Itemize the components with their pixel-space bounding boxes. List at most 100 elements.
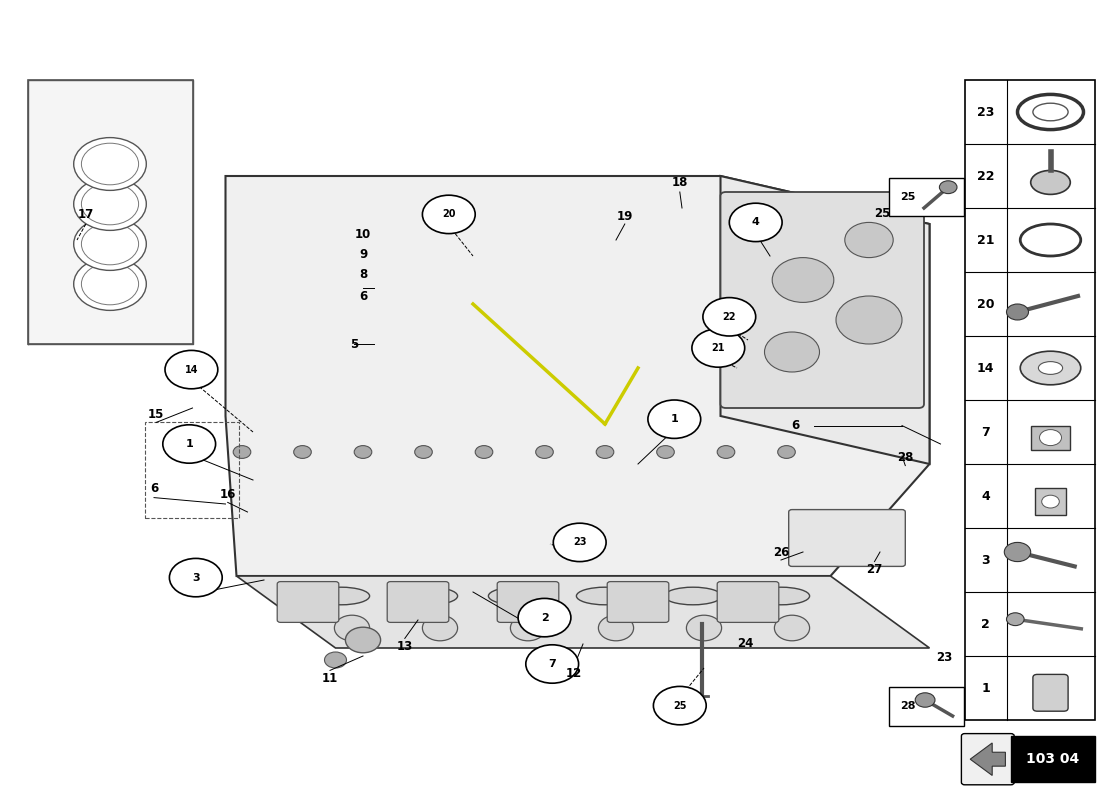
- FancyBboxPatch shape: [1035, 488, 1066, 515]
- Text: 6: 6: [150, 482, 158, 494]
- Circle shape: [536, 446, 553, 458]
- Circle shape: [510, 615, 546, 641]
- Ellipse shape: [400, 587, 458, 605]
- Text: 5: 5: [350, 338, 359, 350]
- Circle shape: [422, 615, 458, 641]
- Circle shape: [598, 615, 634, 641]
- Circle shape: [345, 627, 381, 653]
- Ellipse shape: [312, 587, 370, 605]
- Text: 3: 3: [192, 573, 199, 582]
- Text: 7: 7: [981, 426, 990, 438]
- Circle shape: [772, 258, 834, 302]
- Circle shape: [415, 446, 432, 458]
- FancyBboxPatch shape: [497, 582, 559, 622]
- Circle shape: [692, 329, 745, 367]
- FancyBboxPatch shape: [720, 192, 924, 408]
- Circle shape: [1004, 542, 1031, 562]
- Text: 16: 16: [220, 488, 235, 501]
- Circle shape: [915, 693, 935, 707]
- Ellipse shape: [1021, 351, 1080, 385]
- Text: 6: 6: [791, 419, 800, 432]
- Text: 12: 12: [566, 667, 582, 680]
- Circle shape: [74, 218, 146, 270]
- FancyBboxPatch shape: [387, 582, 449, 622]
- Circle shape: [74, 138, 146, 190]
- FancyBboxPatch shape: [607, 582, 669, 622]
- Text: 22: 22: [723, 312, 736, 322]
- Circle shape: [774, 615, 810, 641]
- Text: 10: 10: [355, 228, 371, 241]
- Text: 25: 25: [673, 701, 686, 710]
- FancyBboxPatch shape: [1031, 426, 1070, 450]
- Circle shape: [475, 446, 493, 458]
- Text: 21: 21: [712, 343, 725, 353]
- Circle shape: [703, 298, 756, 336]
- Text: 26: 26: [773, 546, 789, 558]
- Polygon shape: [970, 743, 1005, 775]
- Text: 15: 15: [148, 408, 164, 421]
- Text: 13: 13: [397, 640, 412, 653]
- FancyBboxPatch shape: [1033, 674, 1068, 711]
- Ellipse shape: [1031, 170, 1070, 194]
- Text: a passion for cars since 1985: a passion for cars since 1985: [319, 294, 605, 314]
- Text: 11: 11: [322, 672, 338, 685]
- Text: 21: 21: [977, 234, 994, 246]
- Text: 25: 25: [900, 192, 915, 202]
- FancyBboxPatch shape: [717, 582, 779, 622]
- Circle shape: [165, 350, 218, 389]
- Ellipse shape: [488, 587, 546, 605]
- FancyBboxPatch shape: [961, 734, 1014, 785]
- Text: 1: 1: [185, 439, 194, 449]
- Text: 28: 28: [900, 702, 915, 711]
- FancyBboxPatch shape: [889, 178, 964, 216]
- Text: 14: 14: [185, 365, 198, 374]
- Text: 24: 24: [738, 637, 754, 650]
- Text: 28: 28: [898, 451, 913, 464]
- Circle shape: [778, 446, 795, 458]
- Text: 23: 23: [573, 538, 586, 547]
- Circle shape: [939, 181, 957, 194]
- Circle shape: [717, 446, 735, 458]
- Text: 25: 25: [874, 207, 890, 220]
- Ellipse shape: [664, 587, 722, 605]
- Text: 1: 1: [981, 682, 990, 694]
- FancyBboxPatch shape: [277, 582, 339, 622]
- FancyBboxPatch shape: [1011, 736, 1094, 782]
- Polygon shape: [720, 176, 930, 464]
- Text: 2: 2: [540, 613, 549, 622]
- Circle shape: [163, 425, 216, 463]
- Text: 6: 6: [359, 290, 367, 302]
- FancyBboxPatch shape: [789, 510, 905, 566]
- Text: 3: 3: [981, 554, 990, 566]
- Ellipse shape: [1033, 103, 1068, 121]
- Circle shape: [1042, 495, 1059, 508]
- Circle shape: [354, 446, 372, 458]
- Text: 4: 4: [751, 218, 760, 227]
- Polygon shape: [28, 80, 192, 344]
- FancyBboxPatch shape: [889, 687, 964, 726]
- Circle shape: [233, 446, 251, 458]
- Circle shape: [1006, 613, 1024, 626]
- Text: 1: 1: [670, 414, 679, 424]
- Text: 8: 8: [359, 268, 367, 281]
- Text: 103 04: 103 04: [1026, 752, 1079, 766]
- Circle shape: [686, 615, 722, 641]
- Text: 2: 2: [981, 618, 990, 630]
- Circle shape: [74, 258, 146, 310]
- Text: 18: 18: [672, 176, 688, 189]
- Circle shape: [845, 222, 893, 258]
- Circle shape: [764, 332, 820, 372]
- Text: 4: 4: [981, 490, 990, 502]
- Text: 14: 14: [977, 362, 994, 374]
- Circle shape: [1040, 430, 1062, 446]
- Circle shape: [324, 652, 346, 668]
- Text: 19: 19: [617, 210, 632, 222]
- Ellipse shape: [1038, 362, 1063, 374]
- Ellipse shape: [752, 587, 810, 605]
- Circle shape: [553, 523, 606, 562]
- Ellipse shape: [576, 587, 634, 605]
- Text: 17: 17: [78, 208, 94, 221]
- Text: 23: 23: [936, 651, 952, 664]
- Text: 20: 20: [977, 298, 994, 310]
- Text: e u r o s p a r e s: e u r o s p a r e s: [278, 381, 646, 419]
